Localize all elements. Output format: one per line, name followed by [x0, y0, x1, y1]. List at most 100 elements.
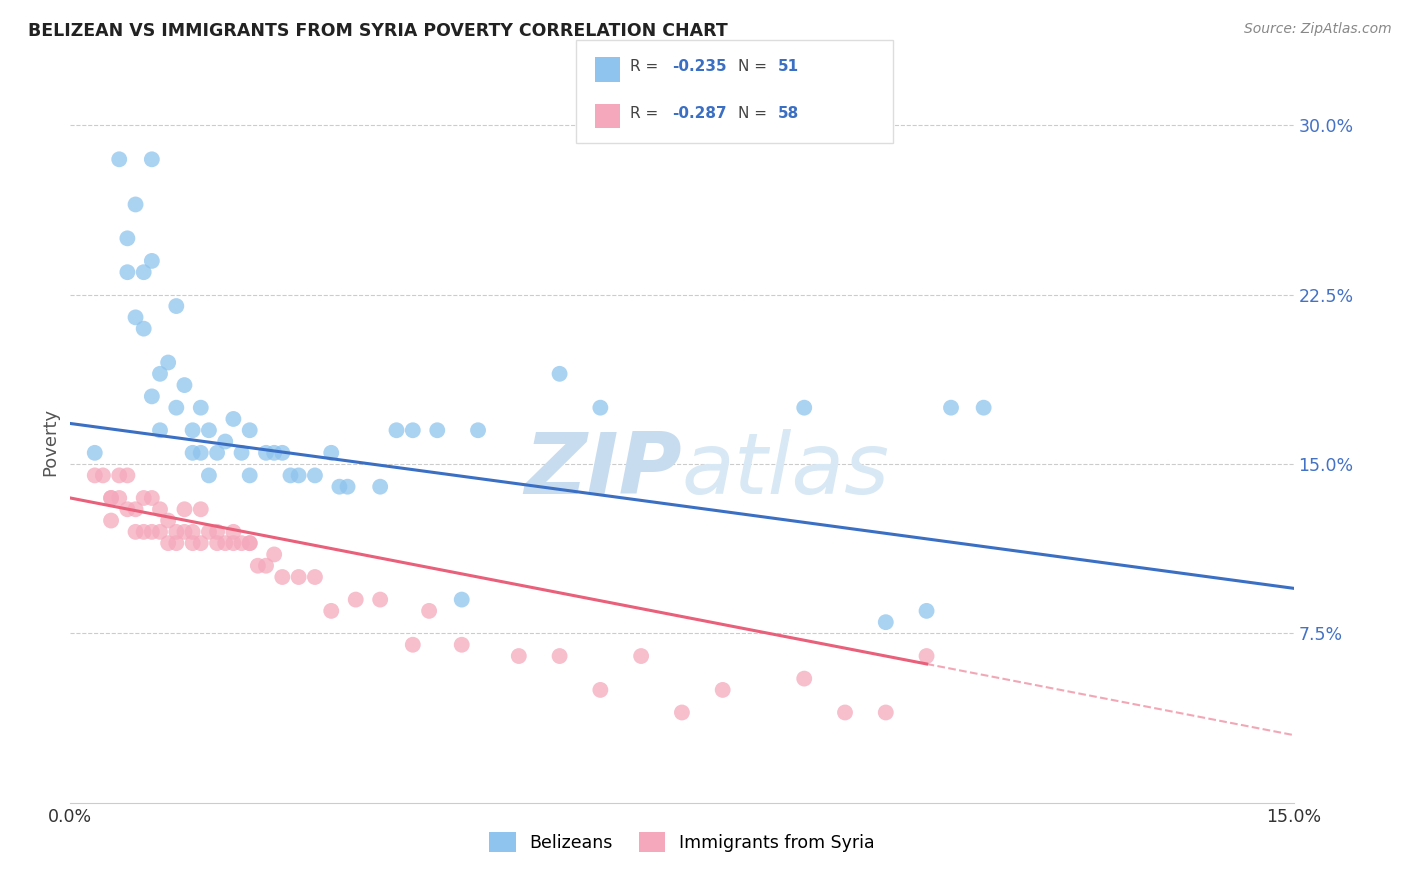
Text: N =: N =: [738, 105, 772, 120]
Point: [132, 265, 155, 279]
Point: [190, 401, 212, 415]
Point: [165, 401, 187, 415]
Point: [304, 570, 326, 584]
Point: [141, 389, 163, 403]
Point: [149, 524, 172, 539]
Point: [239, 468, 262, 483]
Point: [100, 491, 122, 505]
Point: [287, 570, 309, 584]
Point: [589, 401, 612, 415]
Point: [214, 536, 236, 550]
Point: [91, 468, 114, 483]
Text: BELIZEAN VS IMMIGRANTS FROM SYRIA POVERTY CORRELATION CHART: BELIZEAN VS IMMIGRANTS FROM SYRIA POVERT…: [28, 22, 728, 40]
Point: [271, 570, 294, 584]
Point: [100, 491, 122, 505]
Point: [239, 536, 262, 550]
Point: [548, 367, 571, 381]
Point: [246, 558, 269, 573]
Text: -0.235: -0.235: [672, 59, 727, 74]
Point: [589, 682, 612, 697]
Point: [222, 536, 245, 550]
Point: [173, 378, 195, 392]
Point: [214, 434, 236, 449]
Point: [328, 480, 350, 494]
Point: [132, 491, 155, 505]
Point: [141, 253, 163, 268]
Point: [239, 423, 262, 437]
Point: [198, 524, 221, 539]
Point: [100, 514, 122, 528]
Point: [108, 491, 131, 505]
Point: [173, 524, 195, 539]
Point: [973, 401, 995, 415]
Point: [141, 524, 163, 539]
Point: [793, 401, 815, 415]
Point: [671, 706, 693, 720]
Point: [165, 536, 187, 550]
Point: [915, 604, 938, 618]
Point: [222, 524, 245, 539]
Point: [834, 706, 856, 720]
Point: [141, 491, 163, 505]
Point: [124, 524, 146, 539]
Text: R =: R =: [630, 105, 664, 120]
Point: [108, 153, 131, 167]
Point: [875, 706, 897, 720]
Point: [630, 648, 652, 663]
Point: [124, 197, 146, 211]
Y-axis label: Poverty: Poverty: [41, 408, 59, 475]
Point: [198, 468, 221, 483]
Point: [402, 423, 425, 437]
Point: [271, 446, 294, 460]
Point: [157, 355, 180, 369]
Point: [205, 446, 228, 460]
Point: [141, 153, 163, 167]
Point: [108, 468, 131, 483]
Point: [117, 468, 139, 483]
Point: [467, 423, 489, 437]
Point: [793, 672, 815, 686]
Point: [205, 524, 228, 539]
Point: [344, 592, 367, 607]
Point: [304, 468, 326, 483]
Point: [149, 423, 172, 437]
Point: [117, 231, 139, 245]
Point: [181, 423, 204, 437]
Point: [263, 446, 285, 460]
Point: [508, 648, 530, 663]
Text: R =: R =: [630, 59, 664, 74]
Point: [418, 604, 440, 618]
Point: [190, 446, 212, 460]
Point: [254, 558, 277, 573]
Point: [83, 468, 105, 483]
Point: [149, 367, 172, 381]
Point: [149, 502, 172, 516]
Point: [711, 682, 734, 697]
Legend: Belizeans, Immigrants from Syria: Belizeans, Immigrants from Syria: [482, 825, 882, 859]
Point: [231, 446, 253, 460]
Text: ZIP: ZIP: [524, 429, 682, 512]
Point: [368, 592, 391, 607]
Point: [450, 638, 472, 652]
Point: [190, 536, 212, 550]
Point: [181, 524, 204, 539]
Point: [450, 592, 472, 607]
Point: [321, 446, 343, 460]
Point: [222, 412, 245, 426]
Point: [132, 321, 155, 335]
Text: 51: 51: [778, 59, 799, 74]
Point: [402, 638, 425, 652]
Point: [117, 502, 139, 516]
Point: [157, 536, 180, 550]
Point: [263, 548, 285, 562]
Point: [173, 502, 195, 516]
Text: Source: ZipAtlas.com: Source: ZipAtlas.com: [1244, 22, 1392, 37]
Point: [254, 446, 277, 460]
Point: [181, 536, 204, 550]
Point: [157, 514, 180, 528]
Point: [875, 615, 897, 630]
Point: [205, 536, 228, 550]
Point: [368, 480, 391, 494]
Point: [117, 265, 139, 279]
Point: [83, 446, 105, 460]
